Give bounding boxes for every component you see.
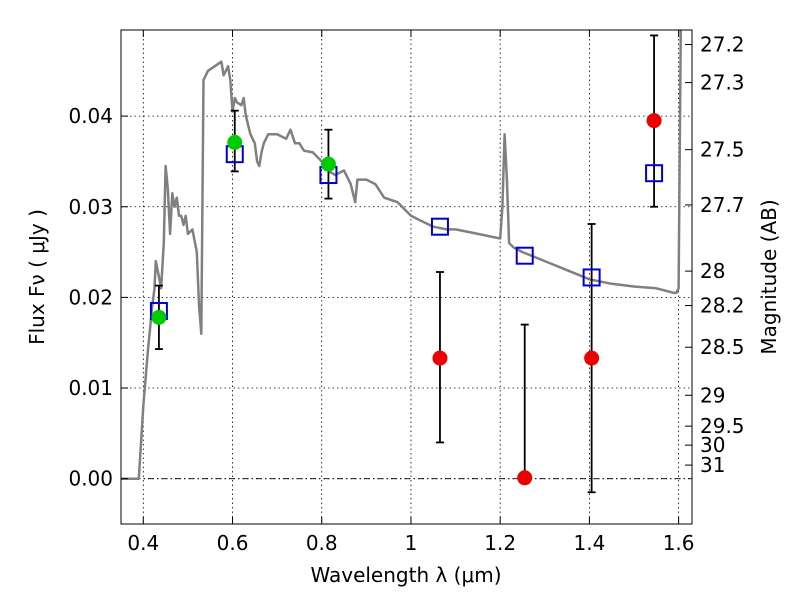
detection-point (320, 156, 336, 172)
model-square-marker (645, 164, 664, 183)
right-tick-label: 27.7 (700, 193, 745, 217)
right-tick-label: 28 (700, 259, 725, 283)
plot-area (121, 30, 683, 494)
right-tick-label: 28.5 (700, 335, 745, 359)
model-square-marker (430, 217, 449, 236)
plot-frame (120, 29, 693, 525)
y-tick-label: 0.00 (68, 467, 113, 491)
y-tick-label: 0.03 (68, 195, 113, 219)
x-tick-label: 0.8 (306, 531, 338, 555)
axes: 0.4 0.6 0.8 1 1.2 1.4 1.6 0.00 0.01 0.02 0.03 0.04 2… (68, 30, 745, 555)
y-tick-label: 0.04 (68, 104, 113, 128)
observation-point (646, 113, 662, 129)
observation-point (517, 470, 533, 486)
observation-point (584, 350, 600, 366)
x-tick-label: 1.2 (484, 531, 516, 555)
x-tick-label: 0.4 (127, 531, 159, 555)
sed-model-line (121, 30, 683, 480)
right-tick-label: 30 (700, 433, 725, 457)
y-axis-right-label: Magnitude (AB) (757, 199, 781, 354)
y-tick-label: 0.01 (68, 376, 113, 400)
grid (121, 30, 692, 524)
right-tick-label: 29.5 (700, 414, 745, 438)
right-tick-label: 28.2 (700, 294, 745, 318)
y-axis-label: Flux Fν ( μJy ) (25, 209, 49, 345)
detection-point (227, 134, 243, 150)
detection-point (151, 309, 167, 325)
right-tick-label: 27.2 (700, 33, 745, 57)
series-group (121, 30, 683, 494)
x-tick-label: 0.6 (217, 531, 249, 555)
model-square-marker (582, 268, 601, 287)
right-tick-label: 29 (700, 383, 725, 407)
y-tick-label: 0.02 (68, 285, 113, 309)
x-axis-label: Wavelength λ (μm) (310, 563, 501, 587)
x-tick-label: 1.4 (573, 531, 605, 555)
model-square-marker (515, 246, 534, 265)
right-tick-label: 31 (700, 453, 725, 477)
right-tick-label: 27.3 (700, 71, 745, 95)
x-tick-label: 1.6 (663, 531, 695, 555)
observation-point (432, 350, 448, 366)
right-tick-label: 27.5 (700, 138, 745, 162)
x-tick-label: 1 (405, 531, 418, 555)
